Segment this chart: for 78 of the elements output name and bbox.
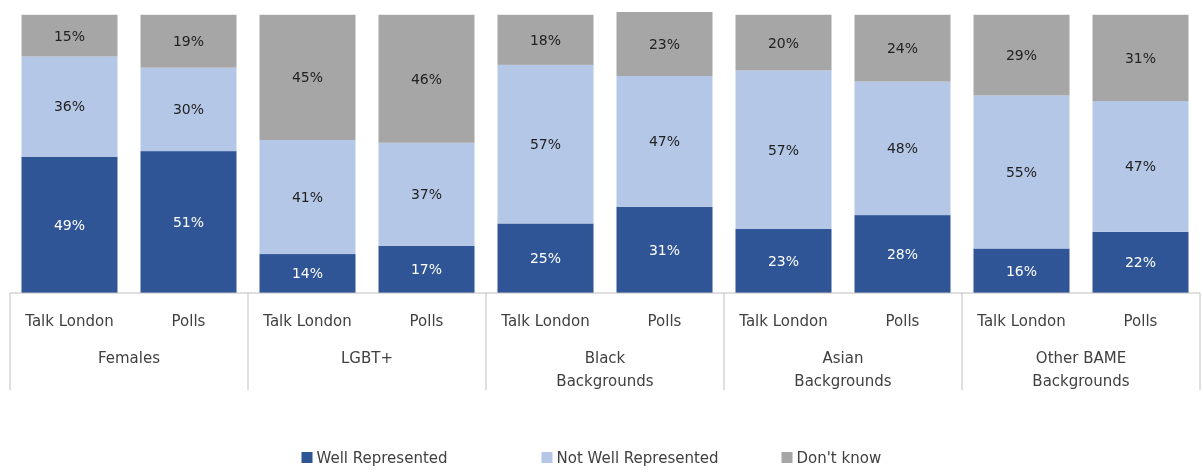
x-tick-label: Talk London bbox=[262, 312, 352, 330]
data-label: 20% bbox=[767, 34, 800, 51]
data-label: 31% bbox=[648, 241, 681, 258]
x-tick-label: Polls bbox=[409, 312, 444, 330]
x-tick-label: Talk London bbox=[24, 312, 114, 330]
bar bbox=[378, 14, 475, 143]
data-label: 22% bbox=[1124, 254, 1157, 271]
data-label: 55% bbox=[1005, 163, 1038, 180]
legend-label: Well Represented bbox=[316, 449, 448, 467]
data-label: 14% bbox=[291, 265, 324, 282]
data-label: 51% bbox=[172, 213, 205, 230]
data-label: 48% bbox=[886, 140, 919, 157]
data-label: 15% bbox=[53, 27, 86, 44]
data-label: 23% bbox=[648, 35, 681, 52]
bar bbox=[616, 12, 713, 76]
bar bbox=[259, 14, 356, 140]
data-label: 46% bbox=[410, 70, 443, 87]
data-label: 19% bbox=[172, 33, 205, 50]
bar bbox=[378, 245, 475, 293]
text: LGBT+ bbox=[340, 349, 394, 367]
data-label: 31% bbox=[1124, 49, 1157, 66]
data-label: 23% bbox=[767, 252, 800, 269]
data-label: 28% bbox=[886, 245, 919, 262]
data-label: 37% bbox=[410, 186, 443, 203]
data-label: 36% bbox=[53, 98, 86, 115]
data-label: 18% bbox=[529, 31, 562, 48]
bar bbox=[616, 206, 713, 293]
bar bbox=[735, 229, 832, 293]
bar bbox=[1092, 231, 1189, 293]
data-label: 47% bbox=[648, 133, 681, 150]
bar bbox=[140, 67, 237, 152]
legend-label: Not Well Represented bbox=[556, 449, 719, 467]
data-label: 16% bbox=[1005, 262, 1038, 279]
text: Black Backgrounds bbox=[556, 349, 654, 390]
data-label: 47% bbox=[1124, 158, 1157, 175]
x-tick-label: Talk London bbox=[500, 312, 590, 330]
bar bbox=[259, 254, 356, 293]
bar bbox=[854, 81, 951, 216]
bar bbox=[21, 14, 118, 57]
data-label: 24% bbox=[886, 40, 919, 57]
bar bbox=[21, 156, 118, 293]
bar bbox=[854, 14, 951, 82]
bar bbox=[1092, 101, 1189, 232]
bar bbox=[973, 95, 1070, 249]
bar bbox=[1092, 14, 1189, 102]
x-tick-label: Talk London bbox=[976, 312, 1066, 330]
bar bbox=[497, 64, 594, 224]
data-label: 25% bbox=[529, 250, 562, 267]
text: Females bbox=[97, 349, 161, 367]
x-tick-label: Polls bbox=[171, 312, 206, 330]
bar bbox=[140, 14, 237, 68]
text: Other BAME Backgrounds bbox=[1032, 349, 1130, 390]
bar bbox=[735, 70, 832, 230]
text: Asian Backgrounds bbox=[794, 349, 892, 390]
bar bbox=[259, 139, 356, 255]
bar bbox=[973, 248, 1070, 293]
x-tick-label: Polls bbox=[885, 312, 920, 330]
data-label: 41% bbox=[291, 188, 324, 205]
bar bbox=[854, 215, 951, 293]
bar bbox=[735, 14, 832, 71]
bar bbox=[973, 14, 1070, 96]
legend-label: Don't know bbox=[796, 449, 882, 467]
bar bbox=[21, 56, 118, 157]
data-label: 17% bbox=[410, 261, 443, 278]
data-label: 49% bbox=[53, 216, 86, 233]
bar bbox=[497, 14, 594, 65]
bar bbox=[140, 151, 237, 293]
data-label: 30% bbox=[172, 101, 205, 118]
bar bbox=[497, 223, 594, 293]
data-label: 57% bbox=[767, 141, 800, 158]
x-tick-label: Talk London bbox=[738, 312, 828, 330]
data-label: 29% bbox=[1005, 47, 1038, 64]
x-tick-label: Polls bbox=[647, 312, 682, 330]
bar bbox=[616, 75, 713, 207]
data-label: 45% bbox=[291, 69, 324, 86]
x-tick-label: Polls bbox=[1123, 312, 1158, 330]
bar bbox=[378, 142, 475, 246]
data-label: 57% bbox=[529, 136, 562, 153]
